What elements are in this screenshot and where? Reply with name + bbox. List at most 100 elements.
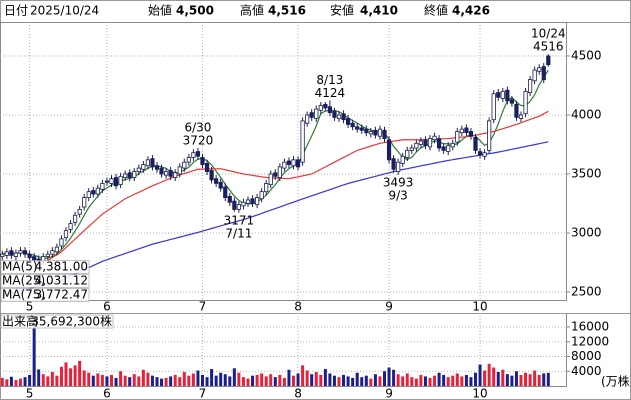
volume-bar — [332, 375, 336, 386]
volume-bar — [287, 369, 291, 386]
candle-body — [450, 142, 455, 148]
volume-bar — [137, 376, 141, 386]
candle-body — [514, 103, 519, 118]
volume-bar — [419, 374, 423, 386]
candle-body — [177, 166, 182, 175]
candle-body — [227, 195, 232, 203]
candle-body — [532, 69, 537, 82]
candle-body — [4, 251, 9, 256]
volume-bar — [155, 377, 159, 386]
volume-bar — [537, 374, 541, 386]
candle-body — [254, 197, 260, 206]
candle-body — [409, 147, 414, 151]
annotation-date: 6/30 — [184, 121, 211, 135]
volume-bar — [110, 374, 113, 386]
candle-body — [500, 90, 505, 99]
volume-bar — [387, 367, 391, 386]
volume-bar — [305, 370, 309, 386]
volume-bar — [360, 377, 364, 386]
volume-bar — [451, 375, 455, 386]
volume-bar — [383, 371, 386, 386]
volume-bar — [260, 373, 264, 386]
volume-bar — [460, 376, 464, 386]
candle-body — [382, 129, 387, 139]
candle-body — [268, 173, 273, 185]
volume-bar — [474, 372, 477, 386]
x-tick-label: 9 — [385, 300, 393, 314]
candle-body — [9, 250, 14, 256]
volume-bar — [528, 374, 532, 386]
volume-bar — [160, 378, 164, 386]
volume-bar — [191, 373, 195, 386]
volume-tick-label: 8000 — [571, 349, 602, 363]
y-tick-label: 4500 — [571, 48, 602, 62]
volume-bar — [246, 378, 250, 386]
volume-bar — [401, 376, 405, 386]
candle-body — [386, 139, 392, 161]
volume-bar — [32, 328, 36, 386]
header-label: 終値 — [424, 3, 448, 18]
volume-bar — [396, 374, 400, 386]
candle-body — [232, 200, 237, 210]
volume-bar — [251, 375, 255, 386]
volume-bar — [469, 377, 473, 386]
volume-bar — [492, 367, 496, 386]
candle-body — [405, 149, 410, 158]
candle-body — [22, 250, 28, 255]
x-tick-label: 6 — [103, 300, 111, 314]
volume-bar — [351, 377, 355, 386]
volume-bar — [46, 376, 50, 386]
volume-bar — [96, 373, 100, 386]
candle-body — [318, 105, 323, 111]
volume-tick-label: 12000 — [571, 334, 609, 348]
candle-body — [150, 158, 155, 168]
candle-body — [13, 252, 19, 257]
volume-bar — [269, 374, 273, 386]
candle-body — [414, 142, 419, 149]
legend-value: 3,772.47 — [35, 288, 88, 302]
annotation-value: 3493 — [383, 175, 414, 189]
volume-bar — [182, 371, 186, 386]
candle-body — [332, 111, 337, 118]
candle-body — [91, 190, 96, 195]
volume-bar — [282, 377, 286, 386]
candle-body — [127, 172, 132, 178]
volume-bar — [5, 379, 9, 386]
volume-bar — [519, 374, 523, 386]
candle-body — [282, 161, 287, 169]
volume-bar — [446, 377, 450, 386]
volume-bar — [241, 377, 245, 386]
candle-body — [364, 128, 369, 134]
volume-bar — [323, 369, 327, 386]
volume-bar — [328, 373, 332, 386]
candle-body — [154, 165, 160, 170]
volume-bar — [82, 370, 86, 386]
candle-body — [109, 178, 114, 184]
candle-body — [82, 197, 87, 208]
volume-bar — [373, 374, 377, 386]
header-label: 日付 — [4, 4, 28, 18]
candle-body — [523, 90, 528, 115]
volume-bar — [19, 378, 22, 386]
annotation-date: 7/11 — [225, 226, 252, 240]
volume-bar — [64, 362, 68, 386]
candle-body — [509, 99, 515, 104]
candle-body — [432, 135, 437, 141]
volume-bar — [132, 374, 136, 386]
volume-legend-box — [0, 314, 114, 329]
annotation-value: 3720 — [183, 134, 214, 148]
candle-body — [305, 114, 310, 124]
candle-body — [223, 186, 228, 198]
candle-body — [377, 128, 383, 137]
volume-bar — [410, 377, 414, 386]
volume-bar — [364, 375, 368, 386]
header-label: 安値 — [330, 3, 354, 18]
candle-body — [63, 230, 69, 239]
candle-body — [464, 127, 469, 134]
volume-bar — [514, 371, 518, 386]
volume-tick-label: 4000 — [571, 364, 602, 378]
volume-bar — [237, 372, 241, 386]
volume-bar — [14, 380, 18, 386]
candle-body — [350, 122, 355, 128]
